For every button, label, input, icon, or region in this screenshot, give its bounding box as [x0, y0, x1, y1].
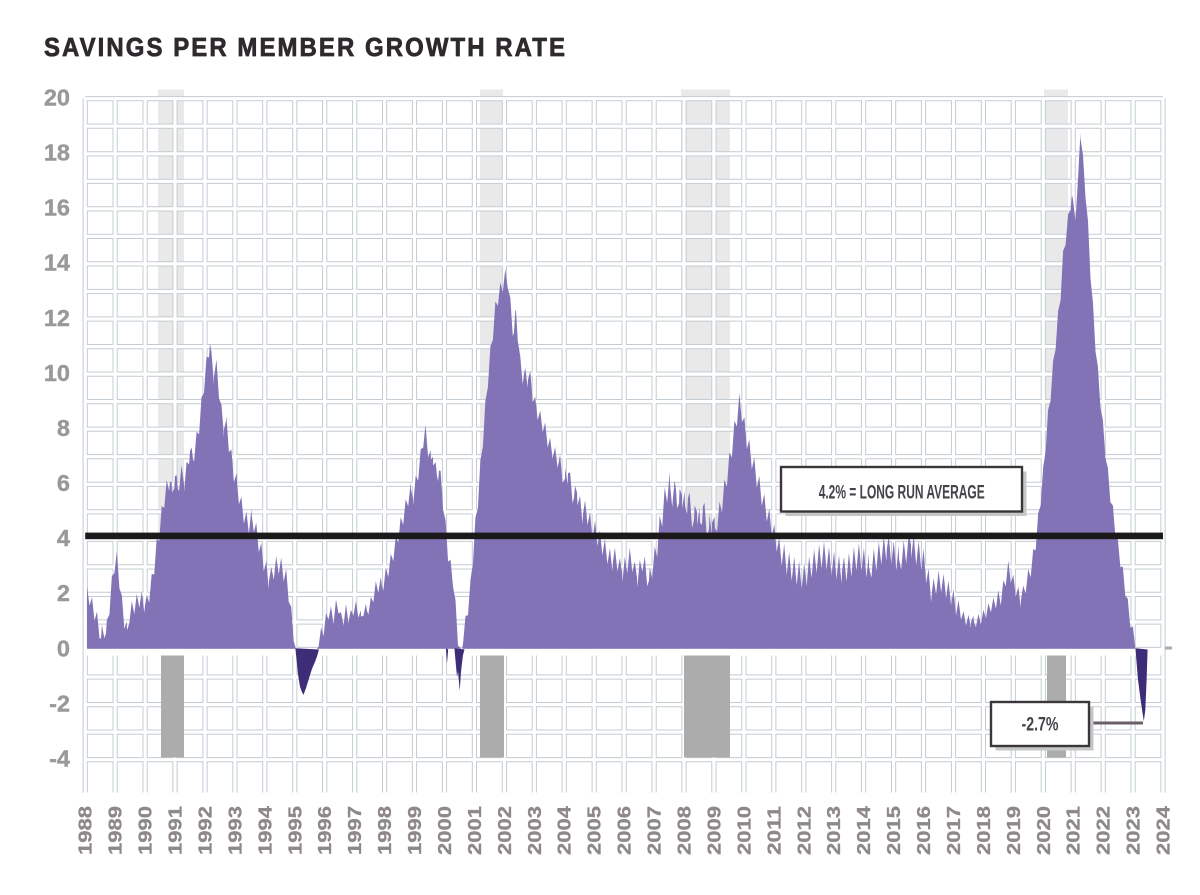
svg-text:14: 14 [44, 250, 70, 276]
svg-text:1989: 1989 [105, 806, 126, 855]
svg-text:2004: 2004 [554, 805, 575, 855]
svg-text:2016: 2016 [913, 806, 934, 855]
svg-text:12: 12 [44, 305, 70, 331]
svg-text:1998: 1998 [374, 806, 395, 855]
svg-text:2001: 2001 [464, 806, 485, 855]
svg-text:2021: 2021 [1063, 806, 1084, 855]
svg-text:1990: 1990 [135, 806, 156, 855]
svg-text:1991: 1991 [165, 806, 186, 855]
svg-text:2015: 2015 [883, 806, 904, 855]
svg-text:18: 18 [44, 140, 70, 166]
svg-text:6: 6 [57, 470, 70, 496]
svg-text:4.2% = LONG RUN AVERAGE: 4.2% = LONG RUN AVERAGE [819, 481, 985, 503]
svg-text:0: 0 [57, 635, 70, 661]
svg-text:2008: 2008 [674, 806, 695, 855]
svg-text:2023: 2023 [1123, 806, 1144, 855]
svg-text:2022: 2022 [1093, 806, 1114, 855]
svg-text:2000: 2000 [434, 806, 455, 855]
svg-text:10: 10 [44, 360, 70, 386]
svg-text:2020: 2020 [1033, 806, 1054, 855]
svg-text:1997: 1997 [344, 806, 365, 855]
svg-text:2010: 2010 [733, 806, 754, 855]
svg-text:2017: 2017 [943, 806, 964, 855]
svg-text:2009: 2009 [703, 806, 724, 855]
svg-text:1999: 1999 [404, 806, 425, 855]
svg-text:1996: 1996 [314, 806, 335, 855]
svg-text:2018: 2018 [973, 806, 994, 855]
svg-text:-4: -4 [49, 746, 70, 772]
svg-text:2014: 2014 [853, 805, 874, 855]
svg-text:2003: 2003 [524, 806, 545, 855]
svg-text:2024: 2024 [1153, 805, 1174, 855]
svg-text:2012: 2012 [793, 806, 814, 855]
svg-text:2019: 2019 [1003, 806, 1024, 855]
svg-text:2005: 2005 [584, 806, 605, 855]
svg-text:1994: 1994 [254, 805, 275, 855]
svg-text:1993: 1993 [224, 806, 245, 855]
svg-text:2006: 2006 [614, 806, 635, 855]
svg-text:16: 16 [44, 195, 70, 221]
svg-text:2007: 2007 [644, 806, 665, 855]
svg-text:2013: 2013 [823, 806, 844, 855]
svg-text:2: 2 [57, 580, 70, 606]
svg-text:-2.7%: -2.7% [1022, 714, 1059, 736]
svg-text:4: 4 [57, 525, 70, 551]
svg-text:1995: 1995 [284, 806, 305, 855]
svg-text:8: 8 [57, 415, 70, 441]
svg-text:SAVINGS PER MEMBER GROWTH RATE: SAVINGS PER MEMBER GROWTH RATE [44, 34, 567, 62]
svg-text:1992: 1992 [195, 806, 216, 855]
svg-text:-2: -2 [49, 690, 70, 716]
svg-text:2011: 2011 [763, 806, 784, 855]
svg-text:1988: 1988 [75, 806, 96, 855]
svg-text:2002: 2002 [494, 806, 515, 855]
svg-text:20: 20 [44, 85, 70, 111]
